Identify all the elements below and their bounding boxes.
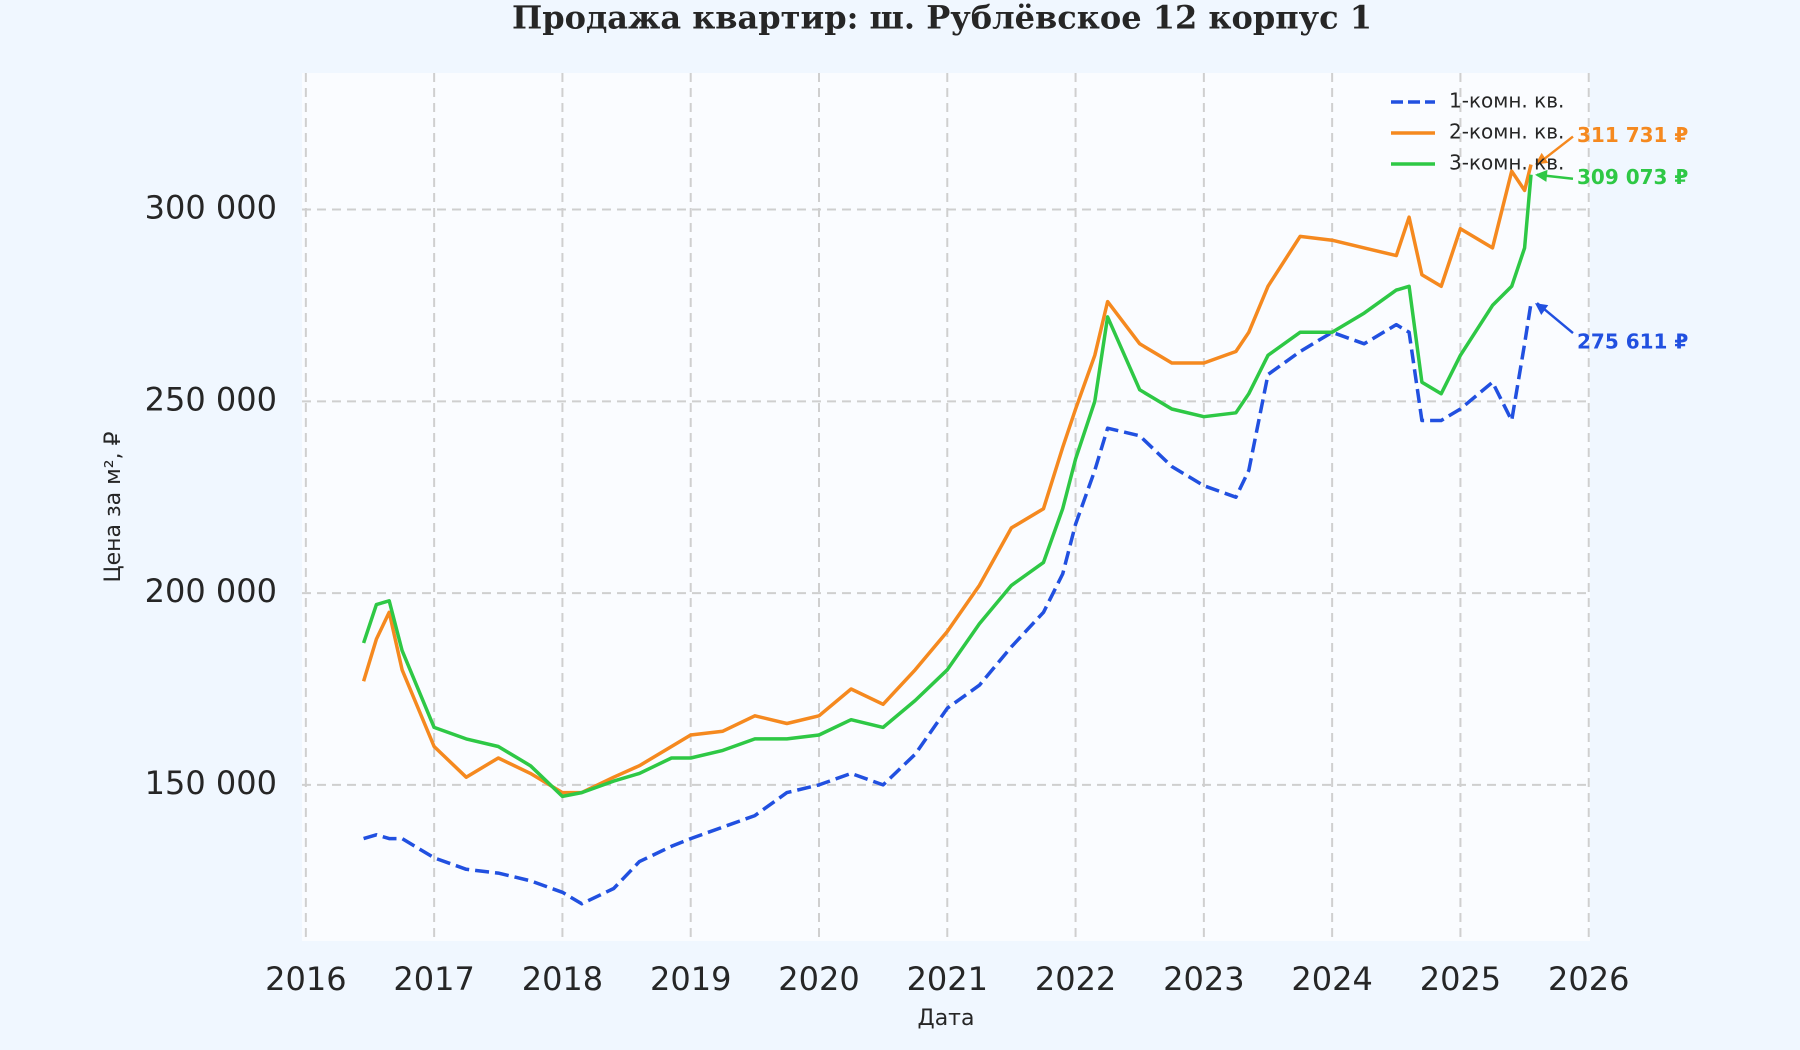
value-label: 275 611 ₽ [1577, 330, 1688, 354]
x-tick-label: 2024 [1291, 960, 1372, 998]
arrow-head [1534, 169, 1548, 182]
y-tick-label: 200 000 [145, 572, 277, 610]
x-tick-label: 2020 [778, 960, 859, 998]
plot-area [302, 73, 1590, 941]
y-tick-label: 150 000 [145, 764, 277, 802]
x-axis-label: Дата [918, 1006, 975, 1031]
x-tick-label: 2025 [1420, 960, 1501, 998]
x-tick-label: 2021 [907, 960, 988, 998]
arrow-head [1534, 303, 1549, 315]
x-tick-label: 2016 [265, 960, 346, 998]
x-tick-label: 2022 [1035, 960, 1116, 998]
legend-label: 3-комн. кв. [1449, 151, 1564, 175]
chart-title: Продажа квартир: ш. Рублёвское 12 корпус… [512, 0, 1372, 37]
value-label: 309 073 ₽ [1577, 165, 1688, 189]
arrow-head [1534, 152, 1549, 165]
x-tick-label: 2018 [522, 960, 603, 998]
x-tick-label: 2019 [650, 960, 731, 998]
legend-label: 1-комн. кв. [1449, 89, 1564, 113]
x-tick-label: 2017 [393, 960, 474, 998]
y-axis-label: Цена за м², ₽ [101, 431, 126, 582]
y-tick-label: 300 000 [145, 189, 277, 227]
series-line [361, 174, 1533, 799]
series-line [363, 302, 1533, 906]
x-tick-label: 2023 [1163, 960, 1244, 998]
legend-label: 2-комн. кв. [1449, 120, 1564, 144]
y-tick-label: 250 000 [145, 380, 277, 418]
value-label: 311 731 ₽ [1577, 123, 1688, 147]
x-tick-label: 2026 [1548, 960, 1629, 998]
